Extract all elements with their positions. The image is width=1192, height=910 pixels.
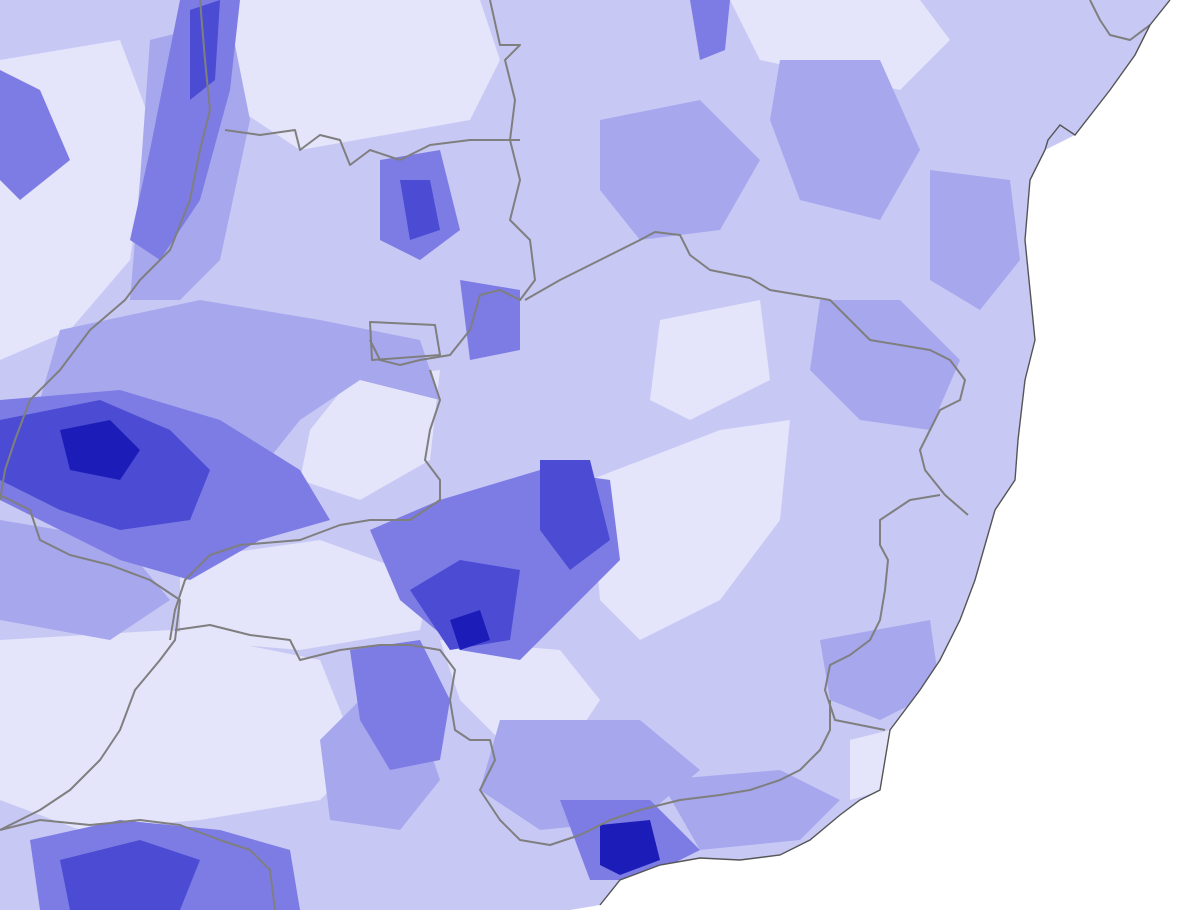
boundary-line [369,321,441,361]
boundary-line [0,0,211,501]
boundary-line [174,624,831,846]
raster-zone [660,770,840,850]
raster-zone [460,280,520,360]
boundary-line [0,819,276,910]
raster-zone [590,420,790,640]
raster-zone [540,460,610,570]
coastline [599,0,1171,906]
raster-zone [450,610,490,650]
boundary-line [1089,0,1151,41]
raster-zone [850,730,890,800]
raster-zone [300,370,440,500]
boundary-line [169,369,441,641]
raster-zone [600,100,760,240]
boundary-line [0,494,181,831]
raster-zone [60,840,200,910]
raster-zone [650,300,770,420]
boundary-line [369,0,536,366]
raster-zone [600,820,660,875]
raster-zone [730,0,950,90]
state-boundaries [0,0,1151,910]
raster-zone [0,630,360,830]
raster-zone [690,0,730,60]
boundary-line [224,129,520,166]
raster-zone [0,70,70,200]
raster-zone [410,560,520,650]
raster-zone [820,620,940,720]
raster-zone [230,0,500,150]
raster-zone [180,540,430,650]
boundary-line [824,494,941,731]
raster-zone [930,170,1020,310]
raster-zone [40,300,440,470]
raster-zone [810,300,960,430]
raster-zone [770,60,920,220]
boundary-line [524,231,969,516]
raster-zone [350,640,450,770]
raster-zone [60,420,140,480]
raster-zone [400,180,440,240]
